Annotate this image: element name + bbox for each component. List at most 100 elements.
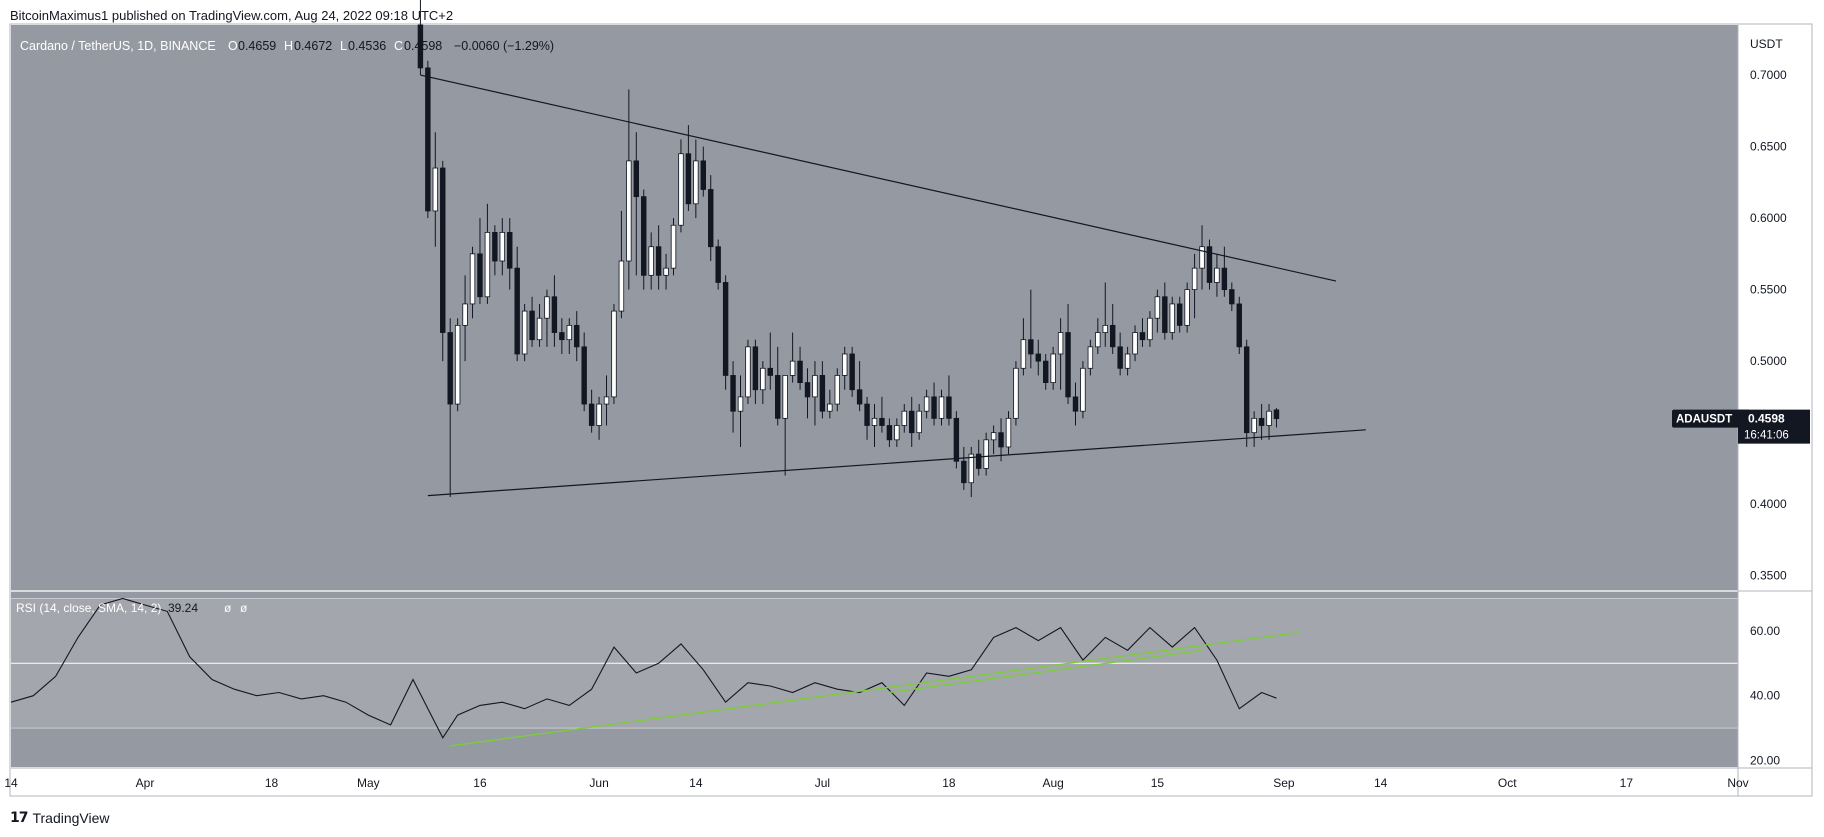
rsi-trendline[interactable]	[889, 649, 1203, 694]
candle-up	[842, 353, 848, 376]
legend-low-label: L	[340, 39, 347, 53]
rsi-tick-label: 20.00	[1750, 754, 1780, 768]
price-tick-label: 0.7000	[1750, 68, 1787, 82]
candle-up	[938, 396, 945, 419]
candle-down	[507, 232, 513, 269]
candle-up	[1266, 410, 1272, 426]
last-price-value: 0.4598	[1748, 412, 1785, 426]
candle-up	[693, 160, 699, 205]
time-tick-label: Apr	[136, 776, 155, 790]
tradingview-logo-icon: 17	[10, 810, 29, 826]
time-tick-label: 15	[1151, 776, 1165, 790]
candle-up	[499, 232, 506, 262]
last-price-symbol-box	[1672, 409, 1750, 428]
legend-symbol[interactable]: Cardano / TetherUS, 1D, BINANCE	[20, 39, 216, 53]
candle-up	[1095, 332, 1101, 348]
candle-up	[454, 324, 461, 405]
candle-up	[983, 439, 989, 469]
trendline[interactable]	[420, 74, 1337, 282]
candle-up	[1124, 353, 1131, 369]
legend-low-value: 0.4536	[348, 39, 386, 53]
candle-up	[760, 367, 766, 391]
candle-down	[797, 360, 803, 383]
candle-down	[1236, 303, 1242, 348]
candle-down	[529, 310, 535, 341]
candle-up	[670, 224, 677, 269]
candle-down	[1206, 246, 1213, 283]
time-tick-label: Jun	[589, 776, 608, 790]
rsi-trendline[interactable]	[450, 631, 1299, 747]
candle-up	[462, 303, 468, 326]
legend-open-value: 0.4659	[238, 39, 276, 53]
time-tick-label: Aug	[1042, 776, 1063, 790]
candle-up	[432, 167, 439, 212]
candle-up	[603, 396, 610, 405]
candle-up	[1102, 324, 1108, 333]
candle-down	[641, 196, 647, 276]
candle-down	[715, 246, 721, 283]
candle-up	[1184, 289, 1190, 326]
candle-down	[447, 332, 453, 405]
candle-down	[685, 153, 692, 205]
candle-down	[767, 367, 773, 376]
candle-up	[1191, 267, 1198, 291]
candle-down	[1243, 346, 1250, 434]
candle-down	[931, 396, 937, 419]
candle-down	[492, 232, 498, 262]
candle-down	[574, 324, 580, 348]
candle-down	[708, 189, 714, 248]
candle-up	[894, 425, 900, 441]
candle-up	[678, 153, 684, 226]
candle-up	[1005, 417, 1012, 448]
candle-down	[1117, 346, 1123, 369]
candle-down	[1176, 303, 1183, 326]
candle-up	[484, 232, 491, 298]
candle-down	[849, 353, 855, 391]
price-tick-label: 0.5500	[1750, 283, 1787, 297]
candle-down	[730, 375, 736, 412]
time-tick-label: 18	[265, 776, 279, 790]
candle-down	[864, 403, 870, 426]
candle-down	[700, 160, 706, 190]
candle-up	[1214, 267, 1220, 283]
candle-up	[1013, 367, 1019, 419]
legend-close-label: C	[394, 39, 403, 53]
rsi-axis-ticks[interactable]: 60.00 40.00 20.00	[1750, 624, 1780, 768]
last-price-marker: ADAUSDT 0.4598 16:41:06	[1672, 409, 1810, 444]
candle-down	[417, 24, 424, 69]
legend-close-value: 0.4598	[404, 39, 442, 53]
price-trendlines[interactable]	[420, 74, 1366, 497]
rsi-tick-label: 60.00	[1750, 624, 1780, 638]
candle-down	[559, 332, 565, 341]
candle-up	[1199, 246, 1205, 269]
candle-down	[1065, 332, 1071, 398]
candle-up	[1087, 346, 1094, 369]
candle-down	[1258, 417, 1265, 426]
candle-up	[916, 410, 922, 434]
last-price-box	[1738, 409, 1810, 444]
rsi-legend-label[interactable]: RSI (14, close, SMA, 14, 2)	[16, 601, 161, 615]
price-tick-label: 0.6500	[1750, 140, 1787, 154]
candle-up	[812, 375, 818, 398]
candle-up	[789, 360, 796, 376]
price-pane[interactable]	[11, 25, 1738, 590]
candle-down	[1221, 267, 1228, 291]
time-axis-ticks[interactable]: 14 Apr 18 May 16 Jun 14 Jul 18 Aug 15 Sep 14 Oct 17 Nov	[4, 776, 1748, 790]
candle-up	[1080, 367, 1086, 412]
rsi-legend-extra-2: ø	[240, 601, 248, 615]
rsi-legend-value: 39.24	[168, 601, 198, 615]
candle-up	[566, 324, 573, 341]
candle-down	[961, 460, 967, 484]
candle-down	[752, 346, 759, 391]
candle-down	[581, 346, 587, 405]
rsi-tick-label: 40.00	[1750, 689, 1780, 703]
time-tick-label: 14	[1374, 776, 1388, 790]
trendline[interactable]	[427, 429, 1366, 497]
time-tick-label: 14	[689, 776, 703, 790]
candle-down	[588, 403, 595, 426]
footer-brand[interactable]: 17 TradingView	[10, 810, 110, 826]
time-tick-label: 17	[1620, 776, 1634, 790]
candle-up	[1251, 417, 1257, 434]
time-tick-label: Oct	[1498, 776, 1517, 790]
